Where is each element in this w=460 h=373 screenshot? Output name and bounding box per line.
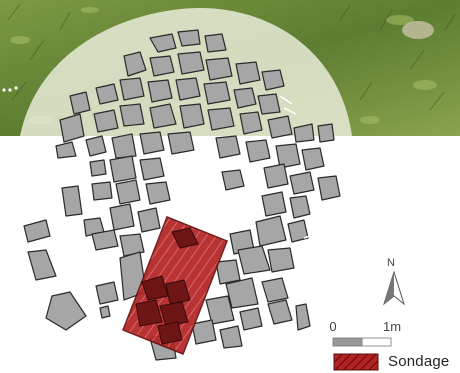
stone [267, 299, 293, 325]
stone [255, 215, 287, 247]
stone [219, 325, 243, 349]
stone [239, 307, 263, 331]
stone [261, 191, 287, 217]
stone [119, 233, 145, 257]
stone [119, 103, 145, 127]
stones-group [23, 29, 341, 361]
stone [89, 159, 107, 177]
stone [317, 123, 335, 143]
stone [167, 131, 195, 155]
edge-markers [279, 95, 333, 239]
stone [99, 305, 111, 319]
legend-label-sondage: Sondage [388, 353, 450, 370]
stone [267, 247, 295, 273]
stone [293, 123, 315, 143]
stone [61, 185, 83, 217]
stone [95, 281, 119, 305]
stone [171, 227, 199, 249]
stone [159, 301, 189, 327]
stone [295, 303, 311, 331]
stone [157, 321, 183, 345]
stone [149, 33, 177, 53]
stone [179, 103, 205, 129]
stone [275, 143, 301, 169]
stone [27, 249, 57, 281]
stone [147, 79, 173, 103]
stone [109, 155, 137, 183]
stone [149, 103, 177, 129]
stone [109, 203, 135, 231]
stone [245, 139, 271, 163]
stone [91, 229, 119, 251]
stone [137, 207, 161, 233]
legend-swatch [333, 353, 379, 371]
north-label: N [387, 257, 395, 269]
stone [115, 179, 141, 205]
stone [93, 109, 119, 133]
stone [139, 157, 165, 181]
stone [45, 291, 87, 331]
stone [191, 319, 217, 345]
stone [289, 171, 315, 195]
stone [207, 107, 235, 131]
stone [23, 219, 51, 243]
stone [301, 147, 325, 171]
stone [203, 81, 231, 105]
stone [55, 141, 77, 159]
stone [135, 299, 163, 327]
stone [221, 169, 245, 191]
stone [69, 91, 91, 115]
stone [233, 87, 257, 109]
stone [177, 29, 201, 47]
stone [119, 77, 145, 101]
stone [215, 259, 241, 285]
stone [85, 135, 107, 157]
stone [175, 77, 201, 101]
stone [177, 51, 205, 75]
stone [235, 61, 261, 85]
stone [91, 181, 113, 201]
stone [215, 135, 241, 159]
stone [261, 277, 289, 303]
stone [123, 51, 147, 77]
stone [205, 57, 233, 81]
stone [59, 113, 85, 143]
stone [149, 55, 175, 77]
stone [237, 245, 271, 275]
scale-start-label: 0 [329, 319, 336, 334]
scale-bar: 0 1m [329, 319, 401, 347]
stone [257, 93, 281, 115]
stone [204, 33, 227, 53]
stone [317, 175, 341, 201]
stone [95, 83, 119, 105]
sondage-area [122, 216, 228, 355]
stone [145, 181, 171, 205]
stone [225, 277, 259, 309]
stone [165, 279, 191, 305]
scale-end-label: 1m [383, 319, 401, 334]
stone [267, 115, 293, 139]
north-arrow: N [383, 257, 405, 306]
stone [205, 295, 235, 325]
stone [239, 111, 263, 135]
stone [261, 69, 285, 91]
stone [139, 131, 165, 155]
stone [263, 163, 289, 189]
stone [287, 219, 309, 243]
stone [111, 133, 137, 159]
stone [289, 195, 311, 219]
